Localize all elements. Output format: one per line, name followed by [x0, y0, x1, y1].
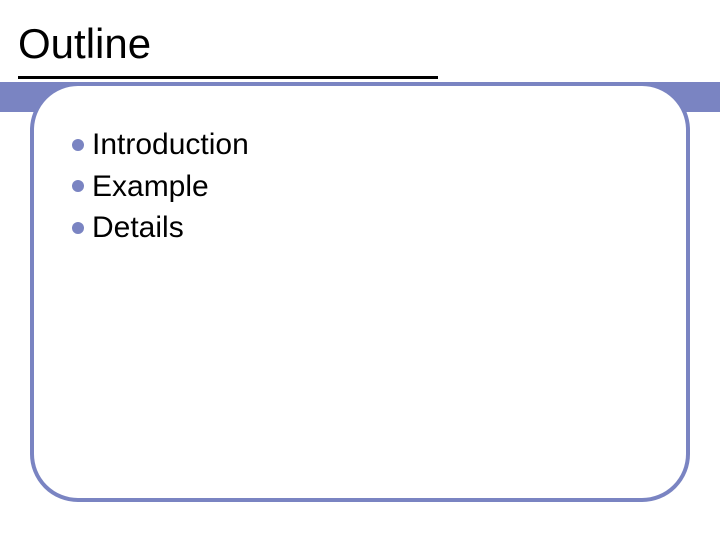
title-area: Outline	[0, 0, 720, 90]
slide-title: Outline	[18, 20, 151, 68]
bullet-icon	[72, 139, 84, 151]
bullet-icon	[72, 180, 84, 192]
list-item: Details	[72, 209, 249, 247]
title-underline	[18, 76, 438, 79]
bullet-label: Example	[92, 168, 209, 206]
bullet-label: Introduction	[92, 126, 249, 164]
bullet-list: Introduction Example Details	[72, 126, 249, 251]
bullet-icon	[72, 222, 84, 234]
list-item: Example	[72, 168, 249, 206]
slide: Outline Introduction Example Details	[0, 0, 720, 540]
list-item: Introduction	[72, 126, 249, 164]
bullet-label: Details	[92, 209, 184, 247]
